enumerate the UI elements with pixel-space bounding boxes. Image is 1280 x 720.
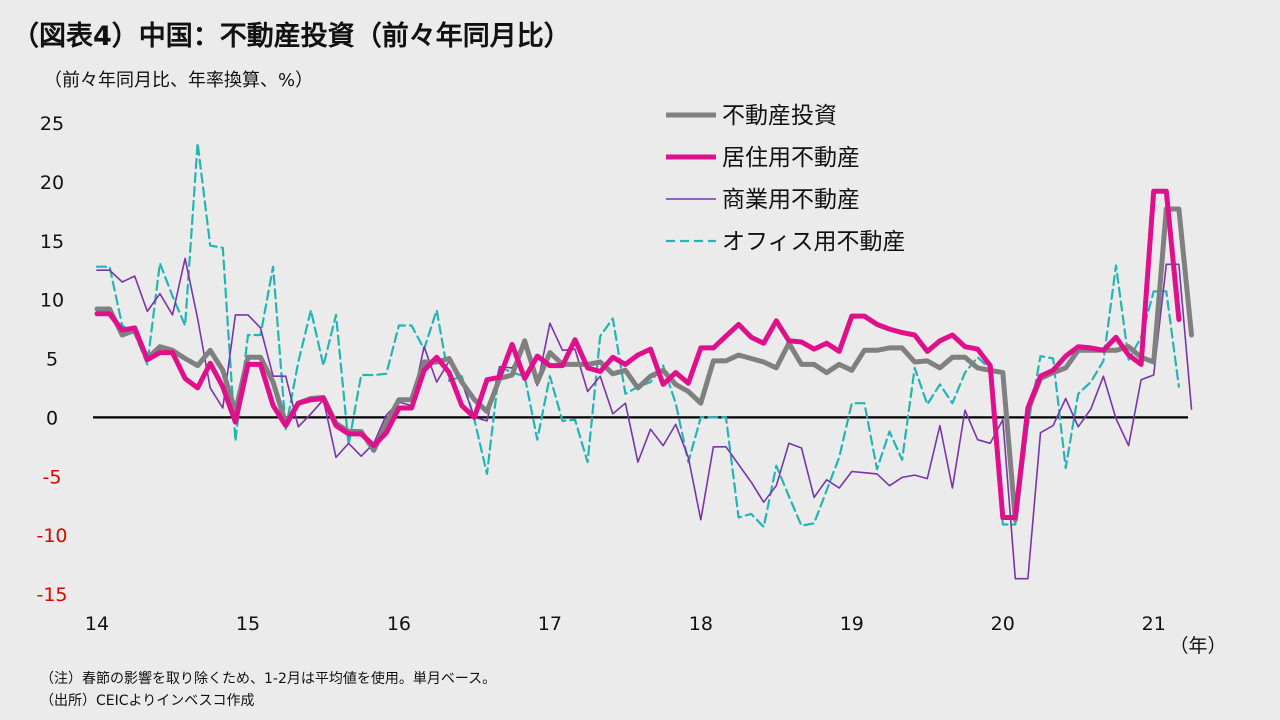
- x-tick-label: 21: [1142, 613, 1166, 635]
- x-tick-label: 19: [840, 613, 864, 635]
- series-line-2: [96, 257, 1193, 580]
- y-tick-label: 10: [40, 290, 64, 312]
- note-text: （注）春節の影響を取り除くため、1-2月は平均値を使用。単月ベース。: [40, 671, 497, 687]
- legend-label-2: 商業用不動産: [722, 187, 860, 213]
- x-tick-label: 14: [85, 613, 109, 635]
- series-line-3: [95, 141, 1181, 529]
- series-layer: [94, 141, 1194, 580]
- source-text: （出所）CEICよりインベスコ作成: [40, 693, 255, 709]
- x-tick-label: 17: [538, 613, 562, 635]
- y-tick-label: 15: [40, 231, 64, 253]
- y-tick-label: 25: [40, 113, 64, 135]
- y-tick-label: 5: [46, 349, 58, 371]
- y-tick-label: -10: [36, 525, 67, 547]
- x-axis-ticks: 14 15 16 17 18 19 20 21: [85, 613, 1166, 635]
- x-tick-label: 18: [689, 613, 713, 635]
- legend-label-3: オフィス用不動産: [722, 229, 906, 255]
- legend-label-0: 不動産投資: [722, 103, 837, 129]
- y-axis-ticks: 25 20 15 10 5 0 -5 -10 -15: [36, 113, 67, 606]
- x-axis-unit: （年）: [1169, 635, 1226, 657]
- x-tick-label: 15: [236, 613, 260, 635]
- series-line-1: [94, 188, 1182, 520]
- chart-title: （図表4）中国：不動産投資（前々年同月比）: [12, 21, 571, 52]
- series-line-0: [94, 206, 1194, 523]
- y-tick-label: -5: [43, 466, 62, 488]
- y-tick-label: -15: [36, 584, 67, 606]
- x-tick-label: 16: [387, 613, 411, 635]
- legend-label-1: 居住用不動産: [722, 145, 860, 171]
- unit-label: （前々年同月比、年率換算、%）: [44, 70, 314, 91]
- x-tick-label: 20: [991, 613, 1015, 635]
- y-tick-label: 0: [46, 407, 58, 429]
- y-tick-label: 20: [40, 172, 64, 194]
